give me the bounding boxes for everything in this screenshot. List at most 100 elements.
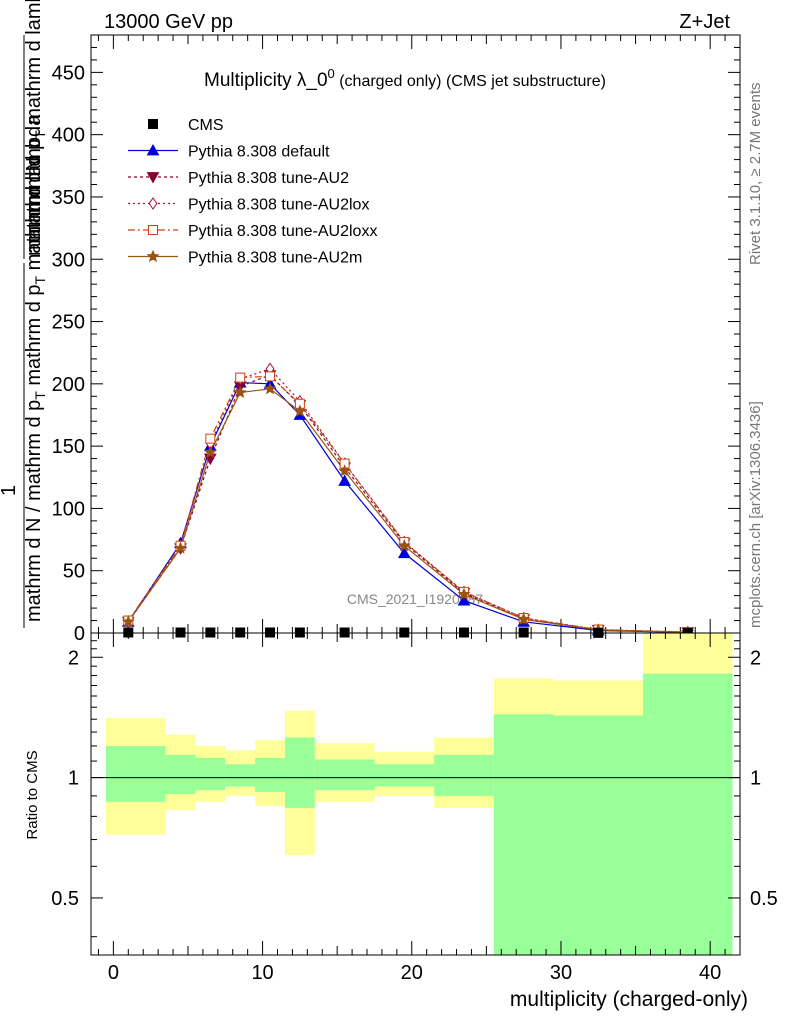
series-line	[127, 381, 688, 633]
legend-marker	[146, 172, 160, 184]
series-point	[397, 546, 411, 559]
ratio-ytick-label: 2	[68, 647, 79, 669]
main-ytick-label: 350	[52, 187, 85, 209]
ratio-band-green	[314, 759, 375, 791]
process-label: Z+Jet	[679, 11, 730, 33]
ratio-band-green	[165, 754, 196, 794]
ratio-ytick-label: 0.5	[51, 888, 79, 910]
series-point	[235, 372, 246, 383]
x-tick-label: 20	[401, 962, 423, 984]
ratio-panel-frame	[90, 632, 741, 956]
ratio-axis-ticks	[91, 633, 740, 955]
main-title: Multiplicity λ_00 (charged only) (CMS je…	[204, 66, 606, 91]
mcplots-label: mcplots.cern.ch [arXiv:1306.3436]	[747, 401, 764, 628]
main-ytick-label: 150	[52, 436, 85, 458]
ratio-band-green	[643, 673, 733, 955]
ratio-uncertainty-bands	[105, 633, 733, 955]
x-tick-label: 0	[108, 962, 119, 984]
ylabel-numerator: mathrm dN	[23, 157, 45, 256]
series-point	[174, 541, 187, 554]
main-ytick-label: 300	[52, 249, 85, 271]
legend-cms-marker	[148, 119, 158, 129]
ratio-y-tick-labels: 0.5 0.5 1 1 2 2	[51, 647, 778, 910]
ratio-panel: 0.5 0.5 1 1 2 2 0 10 20 30 40 Ratio to CMS multip…	[24, 632, 778, 1011]
series-line	[127, 368, 688, 633]
series-point	[397, 538, 411, 552]
ylabel-top-part1: mathrm d p	[23, 139, 45, 240]
energy-label: 13000 GeV pp	[104, 11, 233, 33]
x-tick-label: 10	[251, 962, 273, 984]
ratio-ytick-label-right: 1	[750, 768, 761, 790]
series-point	[233, 385, 247, 399]
ylabel-numerator-denom: mathrm d N / mathrm d pT mathrm d pT mat…	[23, 114, 48, 622]
ratio-ytick-label-right: 0.5	[750, 888, 778, 910]
legend-cms-label: CMS	[188, 117, 224, 134]
ylabel-mid-sub2: T	[32, 275, 48, 284]
ratio-y-label: Ratio to CMS	[24, 750, 41, 839]
legend-label: Pythia 8.308 tune-AU2loxx	[188, 223, 377, 240]
series-point	[203, 445, 217, 458]
legend: CMS Pythia 8.308 default Pythia 8.308 tune…	[128, 117, 377, 267]
main-title-superscript: 0	[328, 66, 335, 81]
ratio-band-green	[105, 745, 166, 802]
ratio-band-green	[434, 754, 494, 796]
series-point	[263, 382, 277, 395]
main-y-tick-labels: 0 50 100 150 200 250 300 350 400 450	[52, 62, 85, 645]
series-line	[127, 375, 688, 633]
ratio-ytick-label-right: 2	[750, 647, 761, 669]
x-tick-label: 40	[699, 962, 721, 984]
ylabel-mid-sub1: T	[32, 391, 48, 400]
mc-series-lines	[127, 368, 688, 633]
ratio-band-green	[493, 714, 554, 955]
main-ytick-label: 50	[63, 561, 85, 583]
x-axis-label: multiplicity (charged-only)	[510, 988, 748, 1011]
ylabel-numerator-dn: mathrm dN	[23, 157, 45, 256]
main-ytick-label: 400	[52, 125, 85, 147]
ylabel-top-part2: mathrm d lambda	[23, 0, 45, 130]
ratio-band-green	[195, 757, 226, 791]
ylabel-mid-part2: mathrm d p	[23, 284, 45, 391]
ratio-ytick-label: 1	[68, 768, 79, 790]
series-line	[127, 374, 688, 633]
main-ytick-label: 250	[52, 312, 85, 334]
legend-label: Pythia 8.308 tune-AU2m	[188, 250, 362, 267]
series-point	[293, 404, 307, 417]
legend-marker	[148, 225, 158, 235]
analysis-watermark: CMS_2021_I1920187	[347, 591, 483, 607]
rivet-label: Rivet 3.1.10, ≥ 2.7M events	[747, 83, 764, 266]
main-ytick-label: 100	[52, 498, 85, 520]
legend-label: Pythia 8.308 tune-AU2lox	[188, 197, 369, 214]
x-tick-label: 30	[550, 962, 572, 984]
legend-marker	[146, 143, 160, 156]
main-panel: 0 50 100 150 200 250 300 350 400 450 Multiplicity…	[52, 34, 741, 645]
series-point	[338, 464, 352, 477]
ratio-band-green	[284, 737, 315, 808]
legend-label: Pythia 8.308 tune-AU2	[188, 170, 349, 187]
main-axis-ticks	[91, 34, 740, 634]
ratio-band-green	[225, 764, 256, 787]
series-point	[517, 612, 531, 625]
main-ytick-label: 200	[52, 374, 85, 396]
series-point	[338, 474, 351, 486]
ylabel-mid-part1: mathrm d N / mathrm d p	[23, 400, 45, 622]
ratio-band-green	[553, 715, 644, 955]
legend-marker	[148, 197, 158, 210]
main-title-detail: (charged only) (CMS jet substructure)	[335, 73, 606, 90]
ylabel-mid-part3: mathrm d lambda	[23, 114, 45, 276]
main-title-text: Multiplicity λ_0	[204, 70, 328, 91]
ylabel-top-sub: T	[32, 130, 48, 139]
series-point	[457, 594, 471, 606]
legend-label: Pythia 8.308 default	[188, 144, 330, 161]
series-point	[265, 371, 276, 382]
series-point	[121, 614, 135, 628]
ylabel-top-fraction: mathrm d pT mathrm d lambda	[23, 0, 48, 240]
series-line	[127, 388, 688, 633]
ylabel-one: 1	[0, 485, 20, 496]
series-point	[205, 433, 216, 444]
legend-marker	[146, 249, 160, 263]
main-ytick-label: 450	[52, 62, 85, 84]
ratio-band-green	[374, 764, 435, 787]
ratio-band-green	[255, 757, 285, 793]
series-point	[457, 587, 471, 600]
